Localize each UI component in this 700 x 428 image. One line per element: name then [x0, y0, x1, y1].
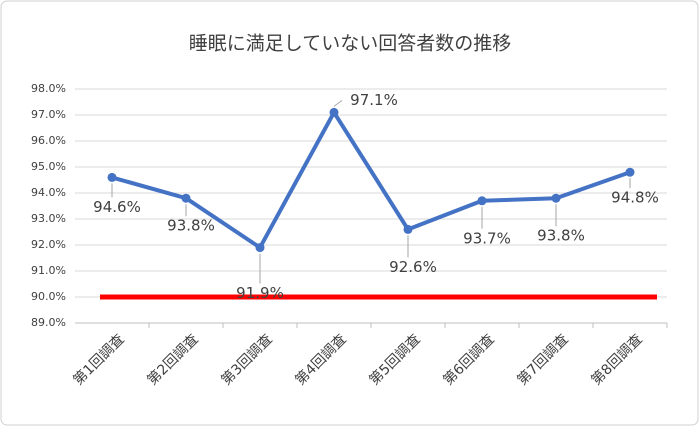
y-tick-label: 98.0% [31, 82, 66, 95]
point [403, 224, 413, 234]
chart-title: 睡眠に満足していない回答者数の推移 [189, 33, 511, 55]
point [625, 167, 635, 177]
y-tick-label: 91.0% [31, 264, 66, 277]
y-tick-label: 96.0% [31, 134, 66, 147]
y-tick-label: 89.0% [31, 316, 66, 329]
value-label: 92.6% [389, 258, 437, 276]
y-tick-label: 94.0% [31, 186, 66, 199]
point [181, 193, 191, 203]
value-label: 91.9% [236, 284, 284, 302]
value-label: 93.8% [167, 217, 215, 235]
line-series [111, 110, 631, 250]
point [329, 107, 339, 117]
y-tick-label: 93.0% [31, 212, 66, 225]
value-label: 97.1% [350, 91, 398, 109]
y-tick-label: 90.0% [31, 290, 66, 303]
y-tick-label: 95.0% [31, 160, 66, 173]
point [551, 193, 561, 203]
point [107, 172, 117, 182]
leader-line [333, 100, 343, 107]
value-label: 94.6% [93, 198, 141, 216]
value-label: 94.8% [611, 189, 659, 207]
value-label: 93.7% [463, 229, 511, 247]
point [255, 243, 265, 253]
value-label: 93.8% [537, 227, 585, 245]
y-tick-label: 92.0% [31, 238, 66, 251]
y-tick-label: 97.0% [31, 108, 66, 121]
point [477, 196, 487, 206]
